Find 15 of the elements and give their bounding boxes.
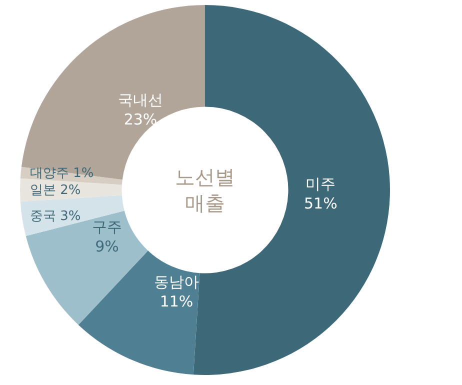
slice-label: 구주 [92,218,122,236]
data-label: 23% [124,110,158,128]
slice-label: 일본 2% [30,183,81,198]
slice-label: 동남아 [154,273,199,291]
donut-slice [78,250,200,375]
text: 노선별 매출 [175,165,235,215]
data-label: 9% [95,238,119,256]
data-label: 11% [160,292,194,310]
data-label: 51% [304,194,338,212]
slice-label: 국내선 [118,91,163,109]
slice-label: 중국 3% [30,209,81,224]
slice-label: 미주 [306,175,336,193]
donut-slice [20,195,124,236]
donut-slice [26,210,148,325]
slice-label: 대양주 1% [30,166,94,181]
